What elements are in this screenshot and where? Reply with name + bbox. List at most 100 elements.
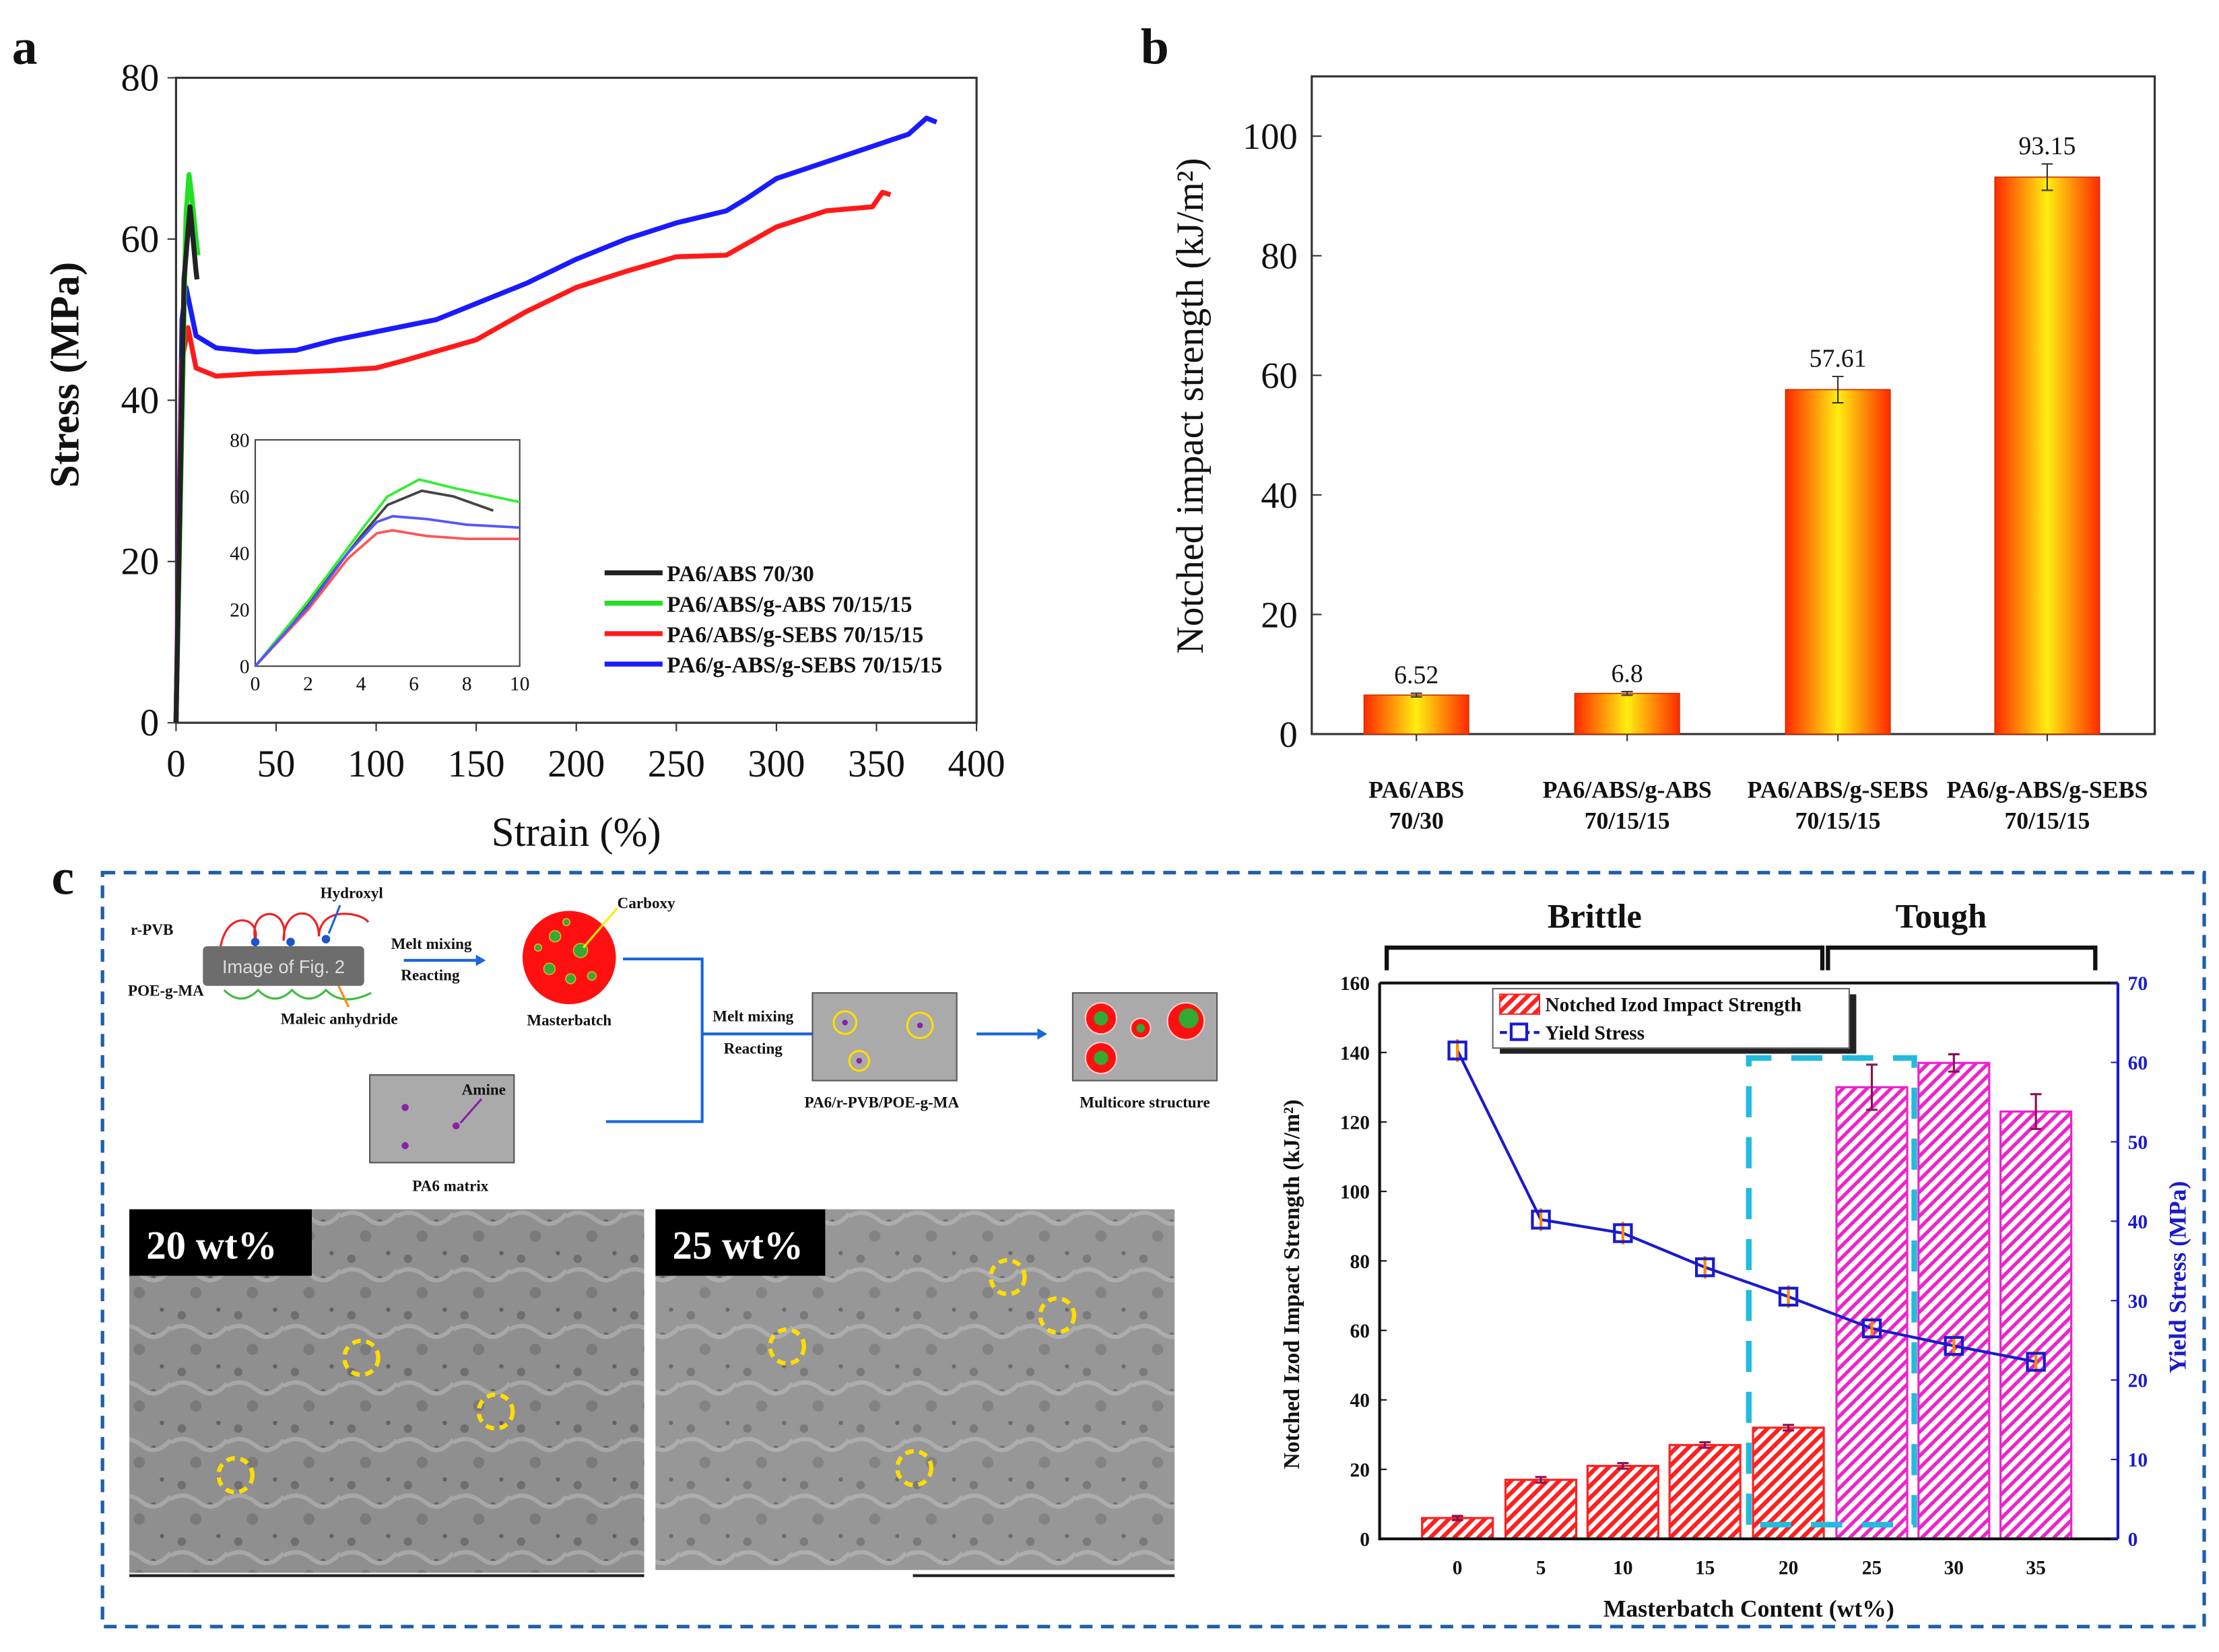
hydroxyl-label: Hydroxyl	[321, 884, 384, 902]
inset-y-tick-label: 60	[230, 487, 249, 508]
y-tick-label: 40	[1350, 1390, 1370, 1412]
error-bar	[1451, 1515, 1463, 1521]
x-category-label: 70/30	[1389, 807, 1444, 834]
legend-swatch-marker	[1509, 1022, 1529, 1041]
x-tick-label: 300	[748, 743, 805, 785]
yield-marker	[1694, 1257, 1715, 1278]
x-axis-label: Strain (%)	[492, 810, 661, 855]
inset-y-tick-label: 20	[230, 600, 249, 622]
x-category-label: 70/15/15	[1795, 807, 1881, 834]
bar	[1785, 389, 1891, 735]
y-axis-label: Notched Izod Impact Strength (kJ/m²)	[1280, 1100, 1304, 1469]
x-tick-label: 350	[848, 743, 905, 785]
error-bar	[2030, 1093, 2042, 1130]
image-placeholder-box	[203, 946, 364, 986]
inset-y-tick-label: 0	[240, 657, 250, 678]
multicore-label: Multicore structure	[1080, 1093, 1210, 1111]
error-bar	[1699, 1441, 1711, 1449]
masterbatch-label: Masterbatch	[527, 1012, 611, 1029]
y-tick-label: 0	[1280, 714, 1298, 755]
bar	[1917, 1061, 1991, 1540]
series-line	[173, 189, 892, 723]
carboxy-label: Carboxy	[618, 894, 675, 911]
y2-tick-label: 20	[2128, 1370, 2148, 1392]
yield-marker	[1778, 1286, 1799, 1307]
error-bar	[1866, 1063, 1878, 1111]
y-tick-label: 0	[1360, 1529, 1370, 1550]
legend-label: PA6/ABS/g-SEBS 70/15/15	[667, 622, 923, 647]
x-category-label: 70/15/15	[2004, 807, 2090, 834]
inset-frame	[254, 439, 521, 667]
bar	[1668, 1444, 1742, 1540]
y-tick-label: 120	[1340, 1112, 1370, 1133]
inset-series-line	[254, 477, 521, 667]
x-tick-label: 400	[948, 743, 1005, 785]
y2-tick-label: 60	[2128, 1053, 2148, 1074]
error-bar	[1832, 375, 1844, 404]
inset-series-line	[254, 529, 520, 667]
x-category-label: PA6/g-ABS/g-SEBS	[1947, 776, 2148, 803]
blend-label: PA6/r-PVB/POE-g-MA	[805, 1093, 960, 1111]
panel-label-c: c	[52, 849, 75, 905]
y2-tick-label: 10	[2128, 1450, 2148, 1472]
y-tick-label: 60	[1350, 1321, 1370, 1342]
inset-series-line	[254, 489, 494, 667]
x-category-label: 70/15/15	[1585, 807, 1670, 834]
x-tick-label: 30	[1944, 1557, 1964, 1579]
bar	[1574, 692, 1680, 735]
legend-label: PA6/g-ABS/g-SEBS 70/15/15	[667, 653, 942, 678]
bar	[1994, 176, 2100, 735]
x-tick-label: 100	[347, 743, 405, 785]
x-tick-label: 20	[1779, 1557, 1798, 1579]
bar	[1504, 1478, 1578, 1540]
x-tick-label: 200	[548, 743, 605, 785]
y-axis-label: Stress (MPa)	[42, 262, 88, 488]
cyan-highlight-box	[1746, 1055, 1917, 1528]
inset-x-tick-label: 0	[251, 673, 261, 695]
x-tick-label: 0	[1453, 1557, 1463, 1579]
y-axis-label: Notched impact strength (kJ/m²)	[1169, 158, 1212, 654]
inset-y-tick-label: 40	[230, 543, 249, 565]
reacting-label-1: Reacting	[401, 966, 460, 983]
blend-box	[812, 992, 958, 1082]
series-line	[173, 115, 938, 723]
yield-marker	[1613, 1223, 1633, 1243]
x-tick-label: 250	[648, 743, 705, 785]
yield-marker	[1861, 1318, 1882, 1339]
plot-frame	[1311, 75, 2156, 735]
bar-value-label: 6.52	[1394, 661, 1438, 690]
y-tick-label: 20	[121, 541, 159, 583]
reacting-label-2: Reacting	[724, 1040, 783, 1057]
image-placeholder-label: Image of Fig. 2	[222, 956, 345, 977]
sem-label-25wt: 25 wt%	[673, 1224, 803, 1267]
tough-bracket	[1826, 945, 2098, 970]
x-category-label: PA6/ABS/g-ABS	[1543, 776, 1712, 803]
merge-bracket	[605, 957, 704, 1123]
sem-image-20wt: 20 wt%	[129, 1209, 644, 1577]
poe-g-ma-label: POE-g-MA	[128, 982, 204, 999]
x-tick-label: 50	[257, 743, 296, 785]
x-category-label: PA6/ABS/g-SEBS	[1748, 776, 1929, 803]
x-tick-label: 0	[166, 743, 185, 785]
y2-tick-label: 50	[2128, 1132, 2148, 1154]
y-tick-label: 40	[1261, 475, 1298, 516]
x-tick-label: 15	[1695, 1557, 1715, 1579]
legend-label: PA6/ABS 70/30	[667, 562, 814, 587]
yield-marker	[1447, 1040, 1467, 1061]
masterbatch-particle	[522, 911, 616, 1005]
y-tick-label: 160	[1340, 973, 1370, 995]
error-bar	[1621, 690, 1633, 696]
x-tick-label: 150	[448, 743, 505, 785]
x-tick-label: 35	[2026, 1557, 2045, 1579]
error-bar	[1617, 1461, 1629, 1470]
x-tick-label: 25	[1862, 1557, 1882, 1579]
amine-label: Amine	[462, 1081, 506, 1098]
y-tick-label: 140	[1340, 1043, 1370, 1064]
bar	[1586, 1465, 1659, 1540]
process-scheme: r-PVB Hydroxyl Image of Fig. 2 POE-g-MA …	[128, 884, 1218, 1194]
impact-strength-bar-chart: 0 20 40 60 80 100 Notched impact strength (kJ/…	[1169, 75, 2156, 834]
panel-label-a: a	[12, 20, 38, 75]
maleic-anhydride-label: Maleic anhydride	[281, 1010, 398, 1028]
y2-axis-label: Yield Stress (MPa)	[2164, 1181, 2191, 1373]
